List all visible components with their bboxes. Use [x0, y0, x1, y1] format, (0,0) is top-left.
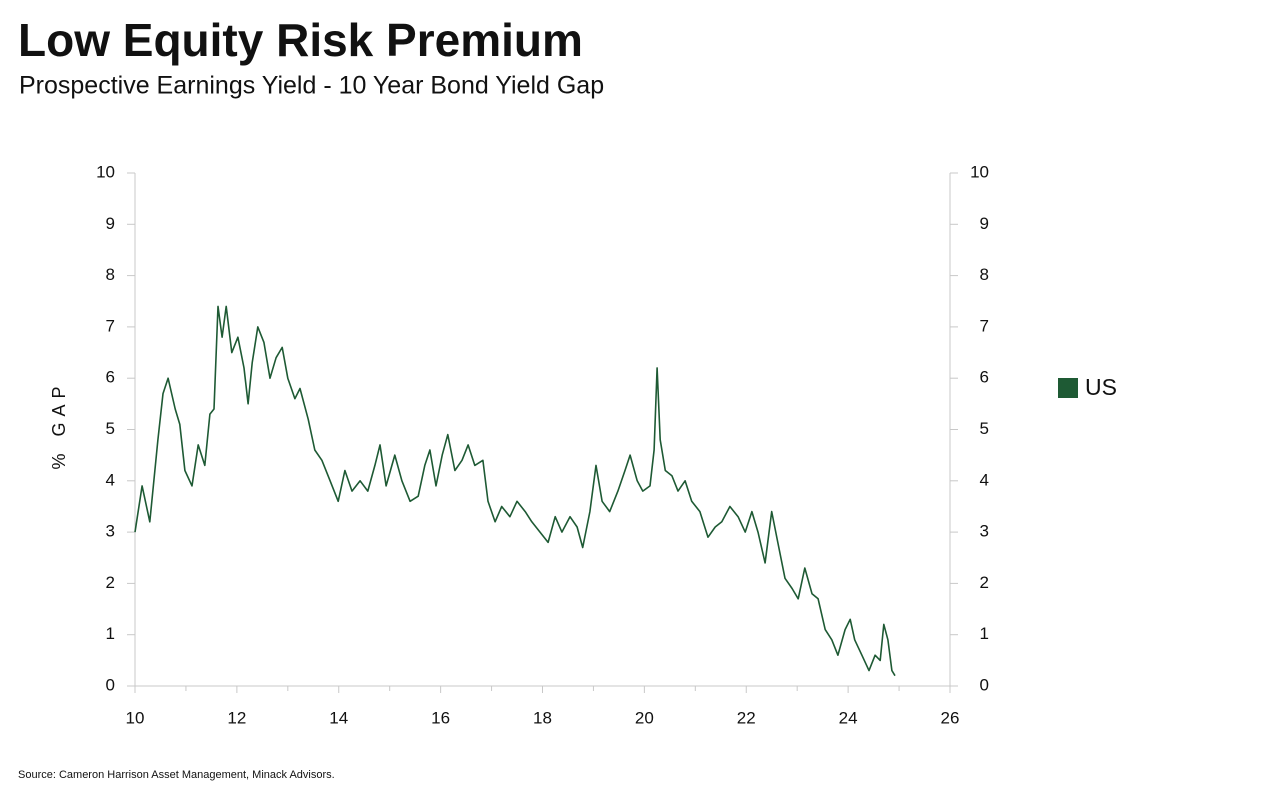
y-tick-label: 2 — [106, 573, 115, 592]
y2-tick-label: 6 — [980, 368, 989, 387]
y-tick-label: 8 — [106, 265, 115, 284]
data-line — [134, 305, 896, 677]
y-tick-label: 4 — [106, 470, 115, 489]
y-tick-label: 5 — [106, 419, 115, 438]
y2-tick-label: 10 — [970, 162, 989, 181]
x-tick-label: 18 — [533, 708, 552, 727]
chart-subtitle: Prospective Earnings Yield - 10 Year Bon… — [19, 72, 604, 100]
y-tick-label: 10 — [96, 162, 115, 181]
y2-tick-label: 1 — [980, 624, 989, 643]
y2-tick-label: 9 — [980, 214, 989, 233]
y2-tick-label: 2 — [980, 573, 989, 592]
y2-tick-label: 8 — [980, 265, 989, 284]
y-tick-label: 3 — [106, 522, 115, 541]
x-tick-label: 12 — [227, 708, 246, 727]
y2-tick-label: 4 — [980, 470, 989, 489]
legend-label: US — [1085, 374, 1117, 400]
y-tick-label: 9 — [106, 214, 115, 233]
y2-tick-label: 7 — [980, 316, 989, 335]
x-tick-label: 24 — [839, 708, 858, 727]
source-note: Source: Cameron Harrison Asset Managemen… — [18, 769, 335, 781]
y-tick-label: 1 — [106, 624, 115, 643]
x-tick-label: 22 — [737, 708, 756, 727]
x-tick-label: 10 — [126, 708, 145, 727]
x-tick-label: 16 — [431, 708, 450, 727]
y-axis-label: % GAP — [49, 380, 69, 469]
y-tick-label: 7 — [106, 316, 115, 335]
x-tick-label: 20 — [635, 708, 654, 727]
y2-tick-label: 5 — [980, 419, 989, 438]
legend-swatch — [1058, 378, 1078, 398]
x-tick-label: 26 — [941, 708, 960, 727]
y2-tick-label: 3 — [980, 522, 989, 541]
x-tick-label: 14 — [329, 708, 348, 727]
y-tick-label: 6 — [106, 368, 115, 387]
y-tick-label: 0 — [106, 675, 115, 694]
chart-title: Low Equity Risk Premium — [18, 14, 583, 66]
y2-tick-label: 0 — [980, 675, 989, 694]
